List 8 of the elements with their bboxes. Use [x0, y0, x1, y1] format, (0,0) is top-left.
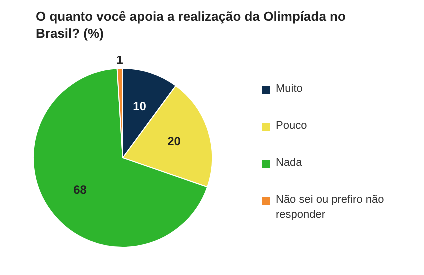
data-label: 10	[133, 99, 147, 114]
legend-label: Pouco	[276, 119, 308, 134]
chart-title: O quanto você apoia a realização da Olimpíada no Brasil? (%)	[36, 8, 347, 42]
legend-label: Muito	[276, 82, 303, 97]
data-label: 68	[74, 182, 88, 197]
legend-label: Nada	[276, 156, 302, 171]
data-label: 20	[168, 134, 182, 148]
legend-label: Não sei ou prefiro não responder	[276, 193, 386, 223]
